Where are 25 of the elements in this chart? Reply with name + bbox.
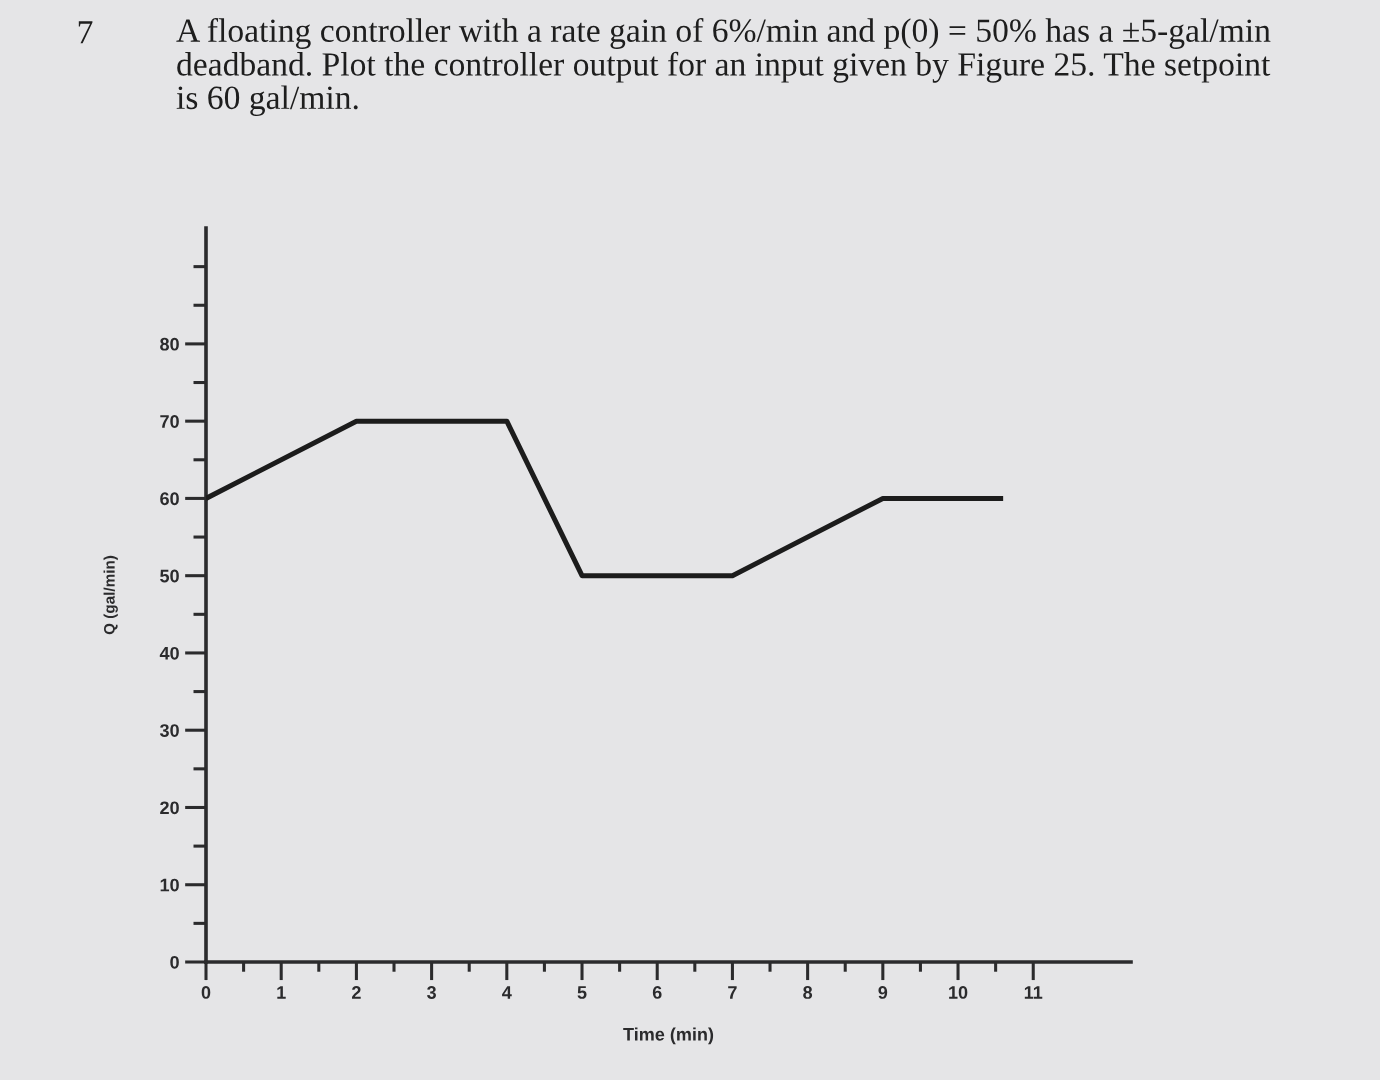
chart-title: A floating controller with a rate gain of 6%/min and p(0) = 50% has a ±5-gal/min deadband. Plot the controller output for an input given by Figure 25. The setpoint is 60 gal/min. bbox=[176, 18, 1271, 117]
x-tick-label: 11 bbox=[1024, 986, 1043, 999]
x-tick-label: 0 bbox=[201, 986, 211, 999]
y-tick-label: 60 bbox=[160, 492, 179, 506]
y-tick-label: 70 bbox=[160, 415, 179, 428]
x-tick-label: 3 bbox=[427, 986, 436, 999]
y-tick-label: 20 bbox=[160, 801, 179, 815]
y-axis-title: Q (gal/min) bbox=[103, 555, 118, 635]
text: 7 bbox=[78, 21, 93, 44]
y-tick-label: 30 bbox=[159, 724, 179, 737]
x-tick-label: 6 bbox=[652, 986, 662, 999]
x-tick-label: 1 bbox=[277, 986, 286, 999]
x-tick-label: 10 bbox=[949, 986, 968, 999]
x-tick-label: 9 bbox=[878, 986, 888, 999]
x-tick-label: 8 bbox=[803, 986, 813, 999]
y-tick-label: 10 bbox=[160, 878, 179, 892]
x-tick-label: 7 bbox=[728, 986, 737, 999]
x-tick-label: 4 bbox=[502, 986, 512, 999]
y-tick-label: 80 bbox=[160, 337, 179, 351]
y-tick-label: 40 bbox=[159, 646, 179, 660]
x-tick-label: 2 bbox=[352, 986, 361, 999]
y-tick-label: 0 bbox=[170, 955, 179, 969]
x-axis-title: Time (min) bbox=[623, 1027, 714, 1045]
y-tick-label: 50 bbox=[160, 569, 179, 583]
x-tick-label: 5 bbox=[577, 986, 587, 999]
